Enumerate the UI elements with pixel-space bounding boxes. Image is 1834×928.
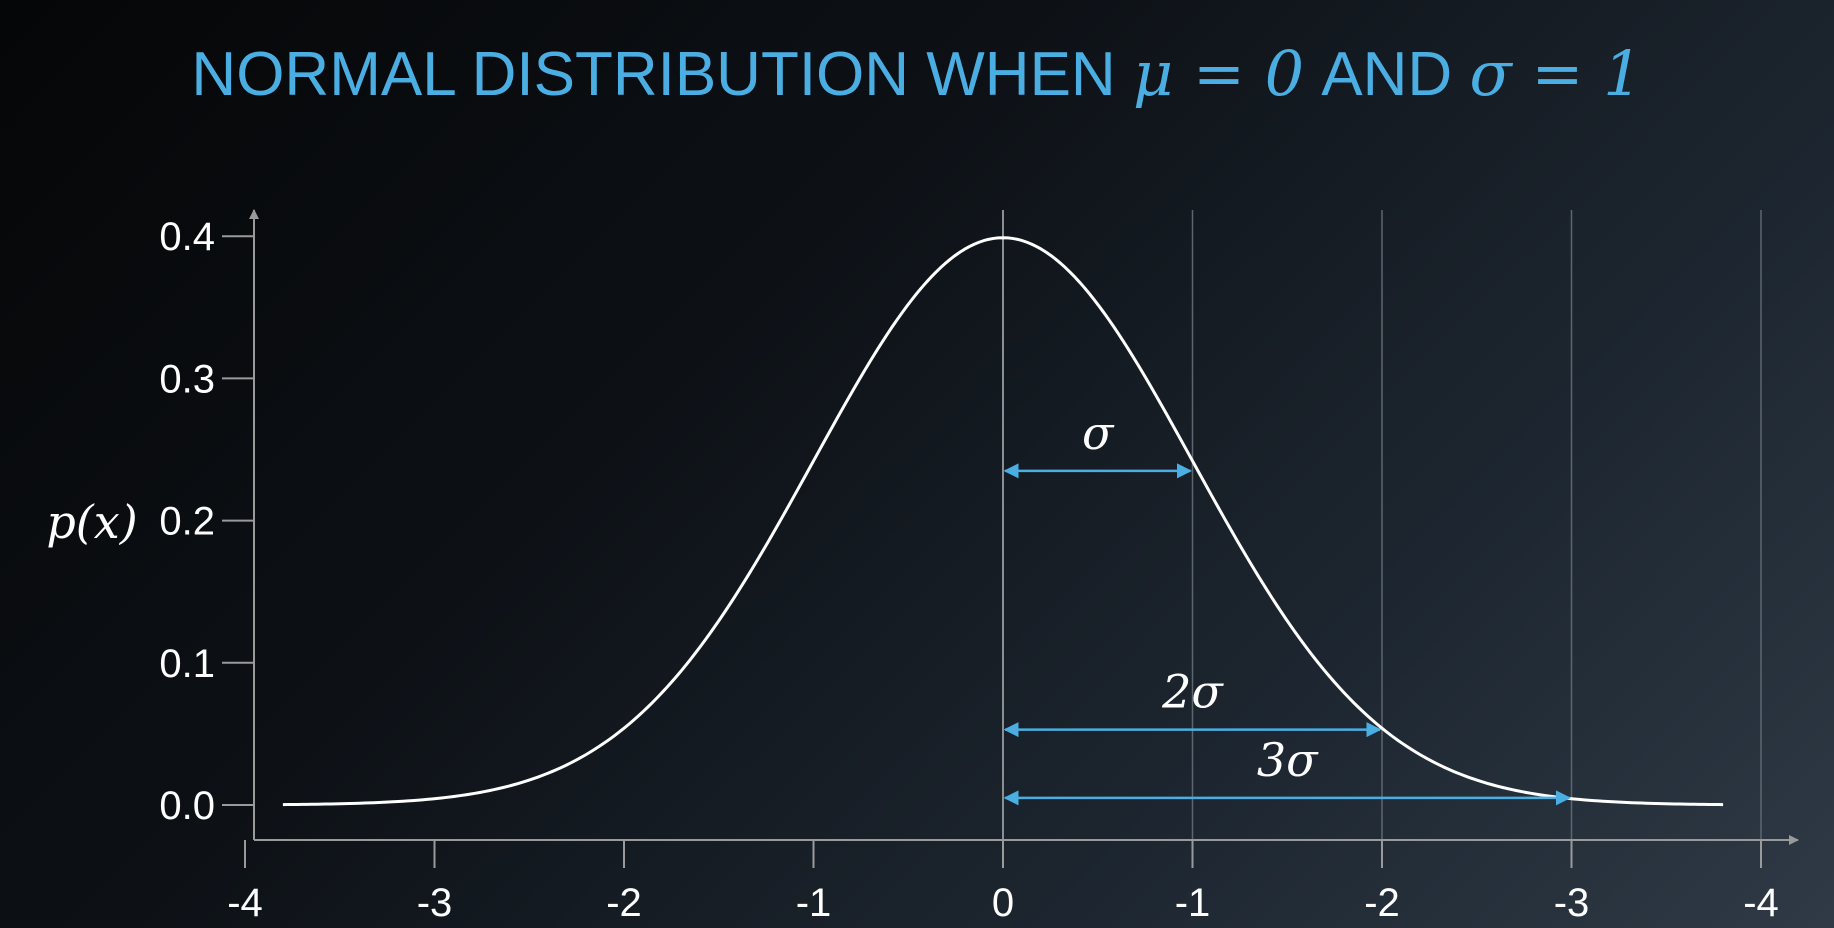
sigma-label-1: σ: [1082, 406, 1115, 460]
x-tick-label: -2: [1364, 881, 1400, 925]
y-tick-label: 0.4: [159, 215, 215, 259]
tick-labels: -4 -3 -2 -1 0 -1 -2 -3 -4 0.0 0.1 0.2 0.3 0.4 p(x): [46, 215, 1778, 925]
axes: [222, 209, 1799, 868]
title-sigma-expression: σ = 1: [1469, 37, 1643, 110]
x-tick-label: -3: [1554, 881, 1590, 925]
sigma-label-3: 3σ: [1257, 733, 1319, 787]
grid-lines: [1002, 210, 1762, 840]
x-tick-label: -4: [1743, 881, 1779, 925]
title-text-before: NORMAL DISTRIBUTION WHEN: [191, 40, 1116, 109]
y-tick-label: 0.0: [159, 784, 215, 828]
x-tick-label: -1: [1175, 881, 1211, 925]
y-tick-label: 0.1: [159, 642, 215, 686]
x-tick-label: 0: [992, 881, 1014, 925]
sigma-annotations: σ 2σ 3σ: [1003, 406, 1571, 806]
y-tick-label: 0.3: [159, 357, 215, 401]
y-axis-label: p(x): [46, 495, 137, 549]
normal-curve: [282, 236, 1724, 807]
sigma-label-2: 2σ: [1161, 665, 1224, 719]
curve-layer: [282, 236, 1724, 807]
title-text-middle: AND: [1321, 40, 1453, 109]
page-title: NORMAL DISTRIBUTION WHEN μ = 0 AND σ = 1: [0, 34, 1834, 115]
y-tick-label: 0.2: [159, 500, 215, 544]
x-tick-label: -2: [606, 881, 642, 925]
x-tick-label: -1: [796, 881, 832, 925]
x-tick-label: -3: [417, 881, 453, 925]
x-tick-label: -4: [227, 881, 263, 925]
title-mu-expression: μ = 0: [1132, 37, 1305, 110]
